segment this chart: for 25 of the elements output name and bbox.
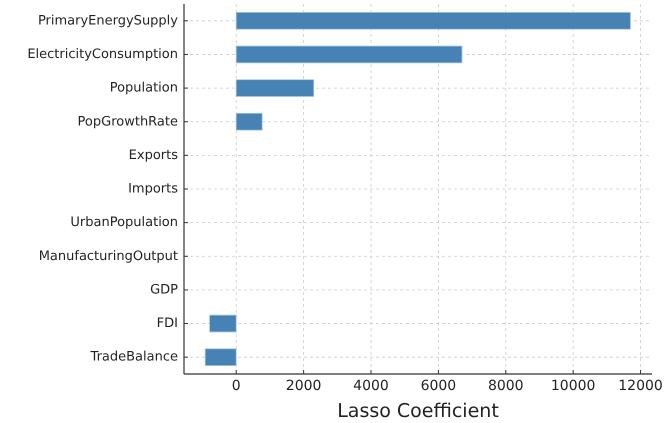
x-tick-label: 10000 bbox=[550, 378, 596, 394]
y-tick-label: PopGrowthRate bbox=[78, 114, 178, 130]
y-tick-label: Population bbox=[110, 80, 178, 96]
bar bbox=[236, 112, 263, 131]
bar bbox=[236, 79, 314, 97]
x-axis-title: Lasso Coefficient bbox=[337, 400, 499, 422]
y-tick-label: UrbanPopulation bbox=[70, 215, 178, 230]
bar bbox=[204, 348, 237, 366]
x-tick-label: 2000 bbox=[286, 378, 322, 394]
y-tick-label: PrimaryEnergySupply bbox=[38, 13, 178, 28]
x-tick-label: 6000 bbox=[420, 378, 456, 394]
x-tick-label: 12000 bbox=[618, 378, 663, 394]
y-tick-label: FDI bbox=[156, 316, 178, 332]
bar bbox=[236, 12, 631, 30]
y-tick-label: Exports bbox=[128, 148, 178, 163]
x-tick-label: 0 bbox=[232, 378, 241, 394]
y-tick-label: TradeBalance bbox=[90, 350, 178, 365]
bar bbox=[236, 46, 462, 64]
y-tick-label: Imports bbox=[128, 182, 178, 197]
x-tick-label: 4000 bbox=[353, 378, 389, 394]
x-tick-label: 8000 bbox=[488, 378, 524, 394]
y-tick-label: ElectricityConsumption bbox=[27, 47, 178, 62]
bar bbox=[209, 314, 237, 332]
y-tick-label: ManufacturingOutput bbox=[38, 248, 178, 264]
y-tick-label: GDP bbox=[150, 282, 178, 298]
